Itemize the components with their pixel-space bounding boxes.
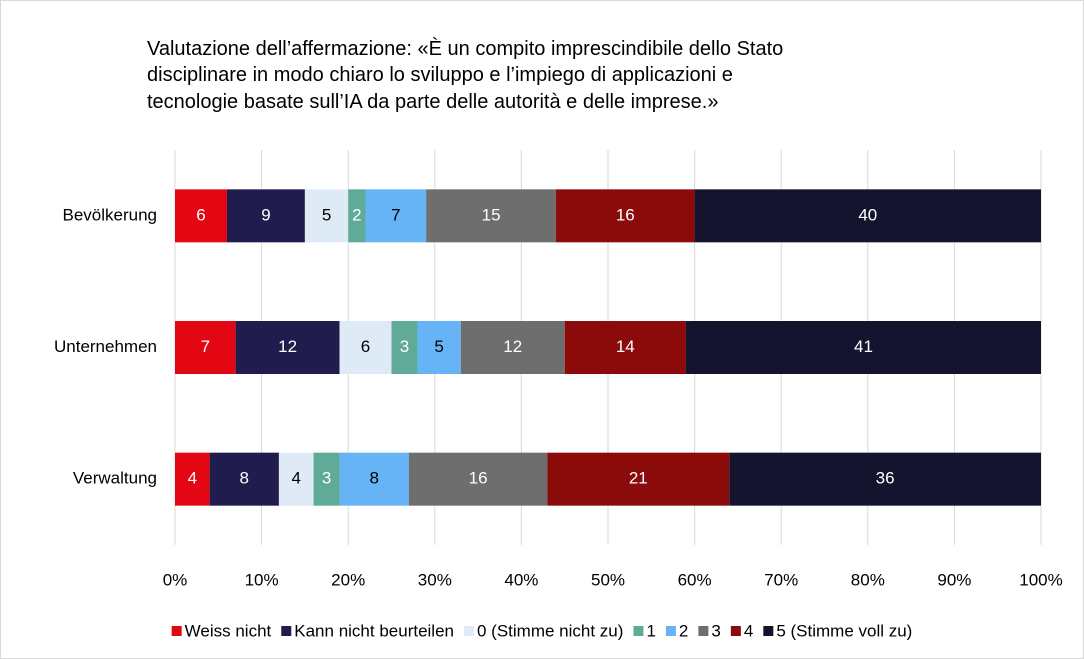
x-tick-label: 50% [591,570,625,589]
bar-segment [391,321,418,374]
data-label: 7 [201,337,210,356]
legend-label: 4 [744,621,753,640]
data-label: 5 [434,337,443,356]
data-label: 3 [322,469,331,488]
bar-segment [408,452,548,506]
x-tick-label: 20% [331,570,365,589]
bar-segment [304,189,349,243]
x-tick-label: 0% [163,570,188,589]
data-label: 9 [261,205,270,224]
legend-swatch [171,626,182,636]
legend-label: 3 [711,621,720,640]
x-tick-label: 70% [764,570,798,589]
data-label: 16 [469,469,488,488]
legend-label: Kann nicht beurteilen [294,621,454,640]
bar-segment [339,452,409,506]
data-label: 12 [503,337,522,356]
data-label: 21 [629,469,648,488]
legend-label: 0 (Stimme nicht zu) [477,621,623,640]
legend-swatch [763,626,774,636]
data-label: 15 [482,205,501,224]
bar-segment [235,321,340,374]
bar-segment [460,321,565,374]
data-label: 6 [196,205,205,224]
bar-segment [175,321,236,374]
data-label: 12 [278,337,297,356]
legend-label: 2 [679,621,688,640]
legend-swatch [464,626,474,636]
bar-segment [729,452,1041,506]
bar-segment [348,189,366,243]
bar-segment [365,189,427,243]
bar-segment [278,452,314,506]
legend-swatch [281,626,292,636]
x-tick-label: 40% [504,570,538,589]
y-tick-label: Verwaltung [73,469,157,488]
x-tick-label: 80% [851,570,885,589]
data-label: 36 [876,469,895,488]
data-label: 8 [240,469,249,488]
bar-segment [417,321,461,374]
bar-segment [685,321,1041,374]
x-tick-label: 100% [1019,570,1062,589]
legend-swatch [633,626,644,636]
bar-segment [209,452,279,506]
bar-segment [547,452,730,506]
data-label: 4 [188,469,197,488]
data-label: 8 [369,469,378,488]
data-label: 2 [352,205,361,224]
bar-segment [564,321,686,374]
data-label: 6 [361,337,370,356]
x-tick-label: 60% [678,570,712,589]
bar-segment [426,189,557,243]
bar-segment [175,189,227,243]
legend-swatch [730,626,741,636]
bar-segment [556,189,695,243]
data-label: 14 [616,337,635,356]
legend-label: Weiss nicht [185,621,272,640]
chart-title: disciplinare in modo chiaro lo sviluppo … [147,64,733,86]
data-label: 3 [400,337,409,356]
bar-segment [694,189,1041,243]
bar-segment [175,452,210,506]
bar-segment [313,452,340,506]
legend-label: 5 (Stimme voll zu) [776,621,912,640]
legend-label: 1 [646,621,655,640]
chart-title: Valutazione dell’affermazione: «È un com… [147,37,783,60]
chart-title: tecnologie basate sull’IA da parte delle… [147,91,718,113]
legend-swatch [698,626,709,636]
bar-segment [226,189,305,243]
legend-swatch [665,626,676,636]
y-tick-label: Unternehmen [54,337,157,356]
data-label: 41 [854,337,873,356]
data-label: 40 [858,205,877,224]
x-tick-label: 10% [245,570,279,589]
x-tick-label: 30% [418,570,452,589]
data-label: 16 [616,205,635,224]
x-tick-label: 90% [937,570,971,589]
y-tick-label: Bevölkerung [62,205,157,224]
data-label: 4 [292,469,301,488]
data-label: 7 [391,205,400,224]
data-label: 5 [322,205,331,224]
bar-segment [339,321,392,374]
